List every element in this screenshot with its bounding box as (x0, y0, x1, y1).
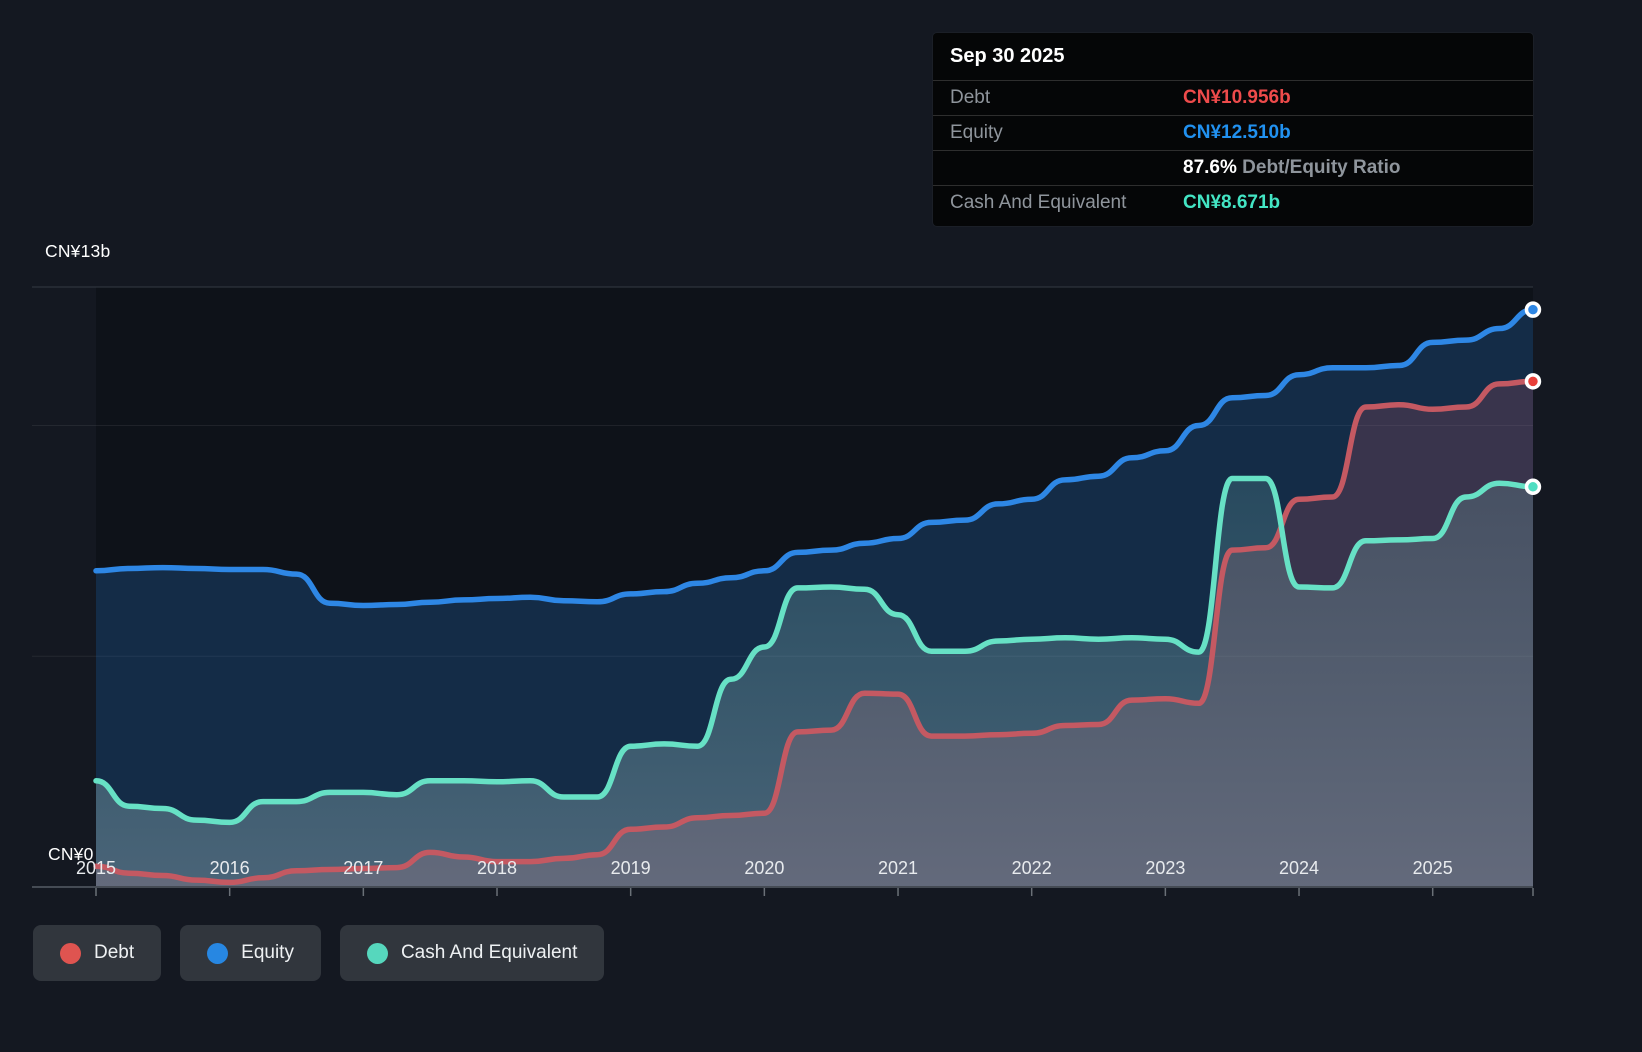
legend-chip-equity[interactable]: Equity (180, 925, 321, 981)
legend-chip-debt[interactable]: Debt (33, 925, 162, 981)
x-axis-label-2023: 2023 (1145, 858, 1186, 878)
chart-legend: Debt Equity Cash And Equivalent (33, 925, 605, 981)
x-axis-label-2020: 2020 (744, 858, 785, 878)
x-axis-label-2018: 2018 (476, 858, 518, 878)
tooltip-row-debt: Debt CN¥10.956b (933, 80, 1533, 115)
tooltip-date: Sep 30 2025 (950, 45, 1065, 67)
x-axis-label-2017: 2017 (343, 858, 384, 878)
x-axis-label-2022: 2022 (1011, 858, 1052, 878)
tooltip-debt-value: CN¥10.956b (1183, 87, 1291, 108)
x-axis-label-2024: 2024 (1278, 858, 1320, 878)
equity-series-dot-icon (207, 942, 229, 964)
x-axis-label-2016: 2016 (209, 858, 250, 878)
tooltip-cash-label: Cash And Equivalent (950, 192, 1127, 213)
x-axis-label-2021: 2021 (877, 858, 919, 878)
tooltip-ratio-label: Debt/Equity Ratio (1236, 157, 1401, 178)
debt-series-dot-icon (60, 942, 81, 964)
legend-debt-label: Debt (94, 942, 135, 963)
legend-cash-label: Cash And Equivalent (400, 942, 578, 963)
tooltip-debt-label: Debt (950, 87, 991, 108)
x-axis-label-2025: 2025 (1412, 858, 1453, 878)
x-axis-label-2015: 2015 (75, 858, 117, 878)
legend-chip-cash[interactable]: Cash And Equivalent (339, 925, 605, 981)
tooltip-row-cash: Cash And Equivalent CN¥8.671b (933, 185, 1533, 220)
tooltip-row-ratio: 87.6% Debt/Equity Ratio (933, 150, 1533, 185)
tooltip-ratio-value: 87.6% (1183, 157, 1237, 178)
y-axis-label-zero: CN¥0 (48, 844, 94, 864)
data-tooltip: Sep 30 2025 Debt CN¥10.956b Equity CN¥12… (933, 33, 1533, 226)
cash-series-dot-icon (366, 942, 388, 964)
legend-equity-label: Equity (241, 942, 294, 963)
tooltip-equity-label: Equity (950, 122, 1003, 143)
x-axis-label-2019: 2019 (610, 858, 651, 878)
tooltip-row-equity: Equity CN¥12.510b (933, 115, 1533, 150)
tooltip-cash-value: CN¥8.671b (1183, 192, 1281, 213)
y-axis-label-max: CN¥13b (45, 241, 111, 261)
tooltip-equity-value: CN¥12.510b (1183, 122, 1291, 143)
